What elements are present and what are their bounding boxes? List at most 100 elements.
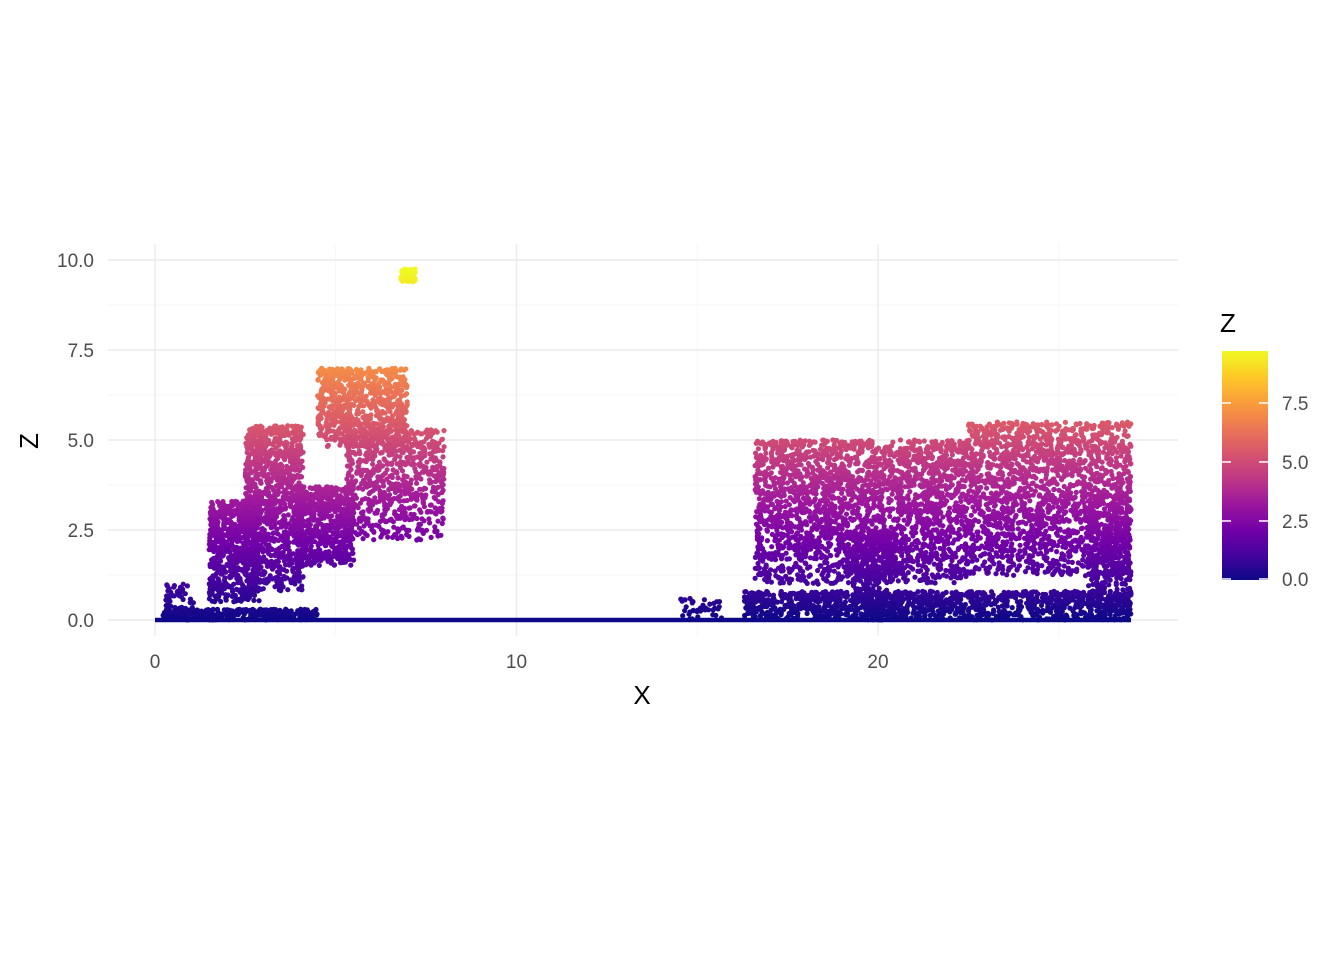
data-point xyxy=(266,551,272,557)
data-point xyxy=(432,489,438,495)
data-point xyxy=(251,597,257,604)
data-point xyxy=(380,424,386,430)
data-point xyxy=(245,565,251,572)
data-point xyxy=(258,423,264,429)
data-point xyxy=(313,501,320,507)
data-point xyxy=(346,428,352,434)
data-point xyxy=(283,453,289,459)
data-point xyxy=(283,439,289,445)
data-point xyxy=(373,375,379,381)
data-point xyxy=(399,269,405,275)
data-point xyxy=(290,615,296,621)
data-point xyxy=(227,612,233,619)
data-point xyxy=(295,548,301,554)
data-point xyxy=(175,591,181,597)
data-point xyxy=(362,496,368,502)
data-point xyxy=(388,481,394,487)
cluster-left-canopy-4 xyxy=(344,426,447,543)
data-point xyxy=(682,608,688,614)
data-point xyxy=(986,612,992,618)
data-point xyxy=(165,615,171,622)
data-point xyxy=(279,543,285,550)
data-point xyxy=(271,487,277,493)
data-point xyxy=(333,413,339,419)
data-point xyxy=(300,510,306,516)
data-point xyxy=(327,396,333,402)
data-point xyxy=(316,562,322,569)
data-point xyxy=(396,432,402,439)
data-point xyxy=(804,610,810,617)
data-point xyxy=(399,442,405,448)
data-point xyxy=(252,521,258,528)
data-point xyxy=(237,606,243,612)
data-point xyxy=(238,524,244,530)
data-point xyxy=(211,509,217,515)
data-point xyxy=(377,437,383,443)
data-point xyxy=(194,616,200,623)
data-point xyxy=(257,478,264,484)
data-point xyxy=(429,438,435,444)
data-point xyxy=(251,449,258,455)
data-point xyxy=(251,527,257,533)
data-point xyxy=(190,600,196,606)
data-point xyxy=(375,421,381,427)
data-point xyxy=(262,429,268,435)
data-point xyxy=(210,573,216,579)
data-point xyxy=(336,515,342,521)
cluster-right-canopy-low xyxy=(741,588,1134,623)
data-point xyxy=(439,520,445,527)
data-point xyxy=(420,530,426,537)
data-point xyxy=(272,496,278,502)
data-point xyxy=(212,582,218,588)
data-point xyxy=(433,478,439,485)
data-point xyxy=(417,507,423,513)
data-point xyxy=(993,613,999,620)
data-point xyxy=(284,463,290,469)
data-point xyxy=(275,580,281,586)
data-point xyxy=(347,535,353,541)
data-point xyxy=(206,547,212,553)
data-point xyxy=(406,438,412,444)
data-point xyxy=(260,586,266,592)
data-point xyxy=(274,610,280,616)
data-point xyxy=(224,561,230,568)
data-point xyxy=(275,559,281,565)
cluster-outlier-top xyxy=(398,266,418,285)
data-point xyxy=(264,503,270,509)
data-point xyxy=(332,507,338,513)
data-point xyxy=(380,410,386,416)
data-point xyxy=(267,573,273,579)
data-point xyxy=(235,597,241,603)
data-point xyxy=(323,549,329,555)
data-point xyxy=(974,612,980,618)
data-point xyxy=(189,604,195,611)
data-point xyxy=(356,448,362,454)
cluster-left-canopy-3 xyxy=(293,484,357,569)
data-point xyxy=(398,274,404,280)
data-point xyxy=(1069,590,1075,596)
data-point xyxy=(326,387,333,393)
data-point xyxy=(1015,599,1021,605)
data-point xyxy=(289,498,295,504)
data-point xyxy=(439,436,445,442)
data-point xyxy=(700,602,706,608)
data-point xyxy=(387,396,393,402)
data-point xyxy=(843,610,850,616)
data-point xyxy=(378,534,384,540)
data-point xyxy=(357,484,363,490)
data-point xyxy=(434,429,440,435)
data-point xyxy=(701,597,708,603)
data-point xyxy=(412,276,418,282)
data-point xyxy=(326,507,333,514)
data-point xyxy=(276,616,282,622)
data-point xyxy=(373,522,379,528)
data-point xyxy=(184,617,190,623)
data-point xyxy=(320,399,326,405)
data-point xyxy=(383,530,389,536)
cluster-left-small-base xyxy=(163,581,196,623)
data-point xyxy=(373,390,379,396)
data-point xyxy=(258,534,264,540)
data-point xyxy=(361,435,367,441)
data-point xyxy=(389,366,395,372)
